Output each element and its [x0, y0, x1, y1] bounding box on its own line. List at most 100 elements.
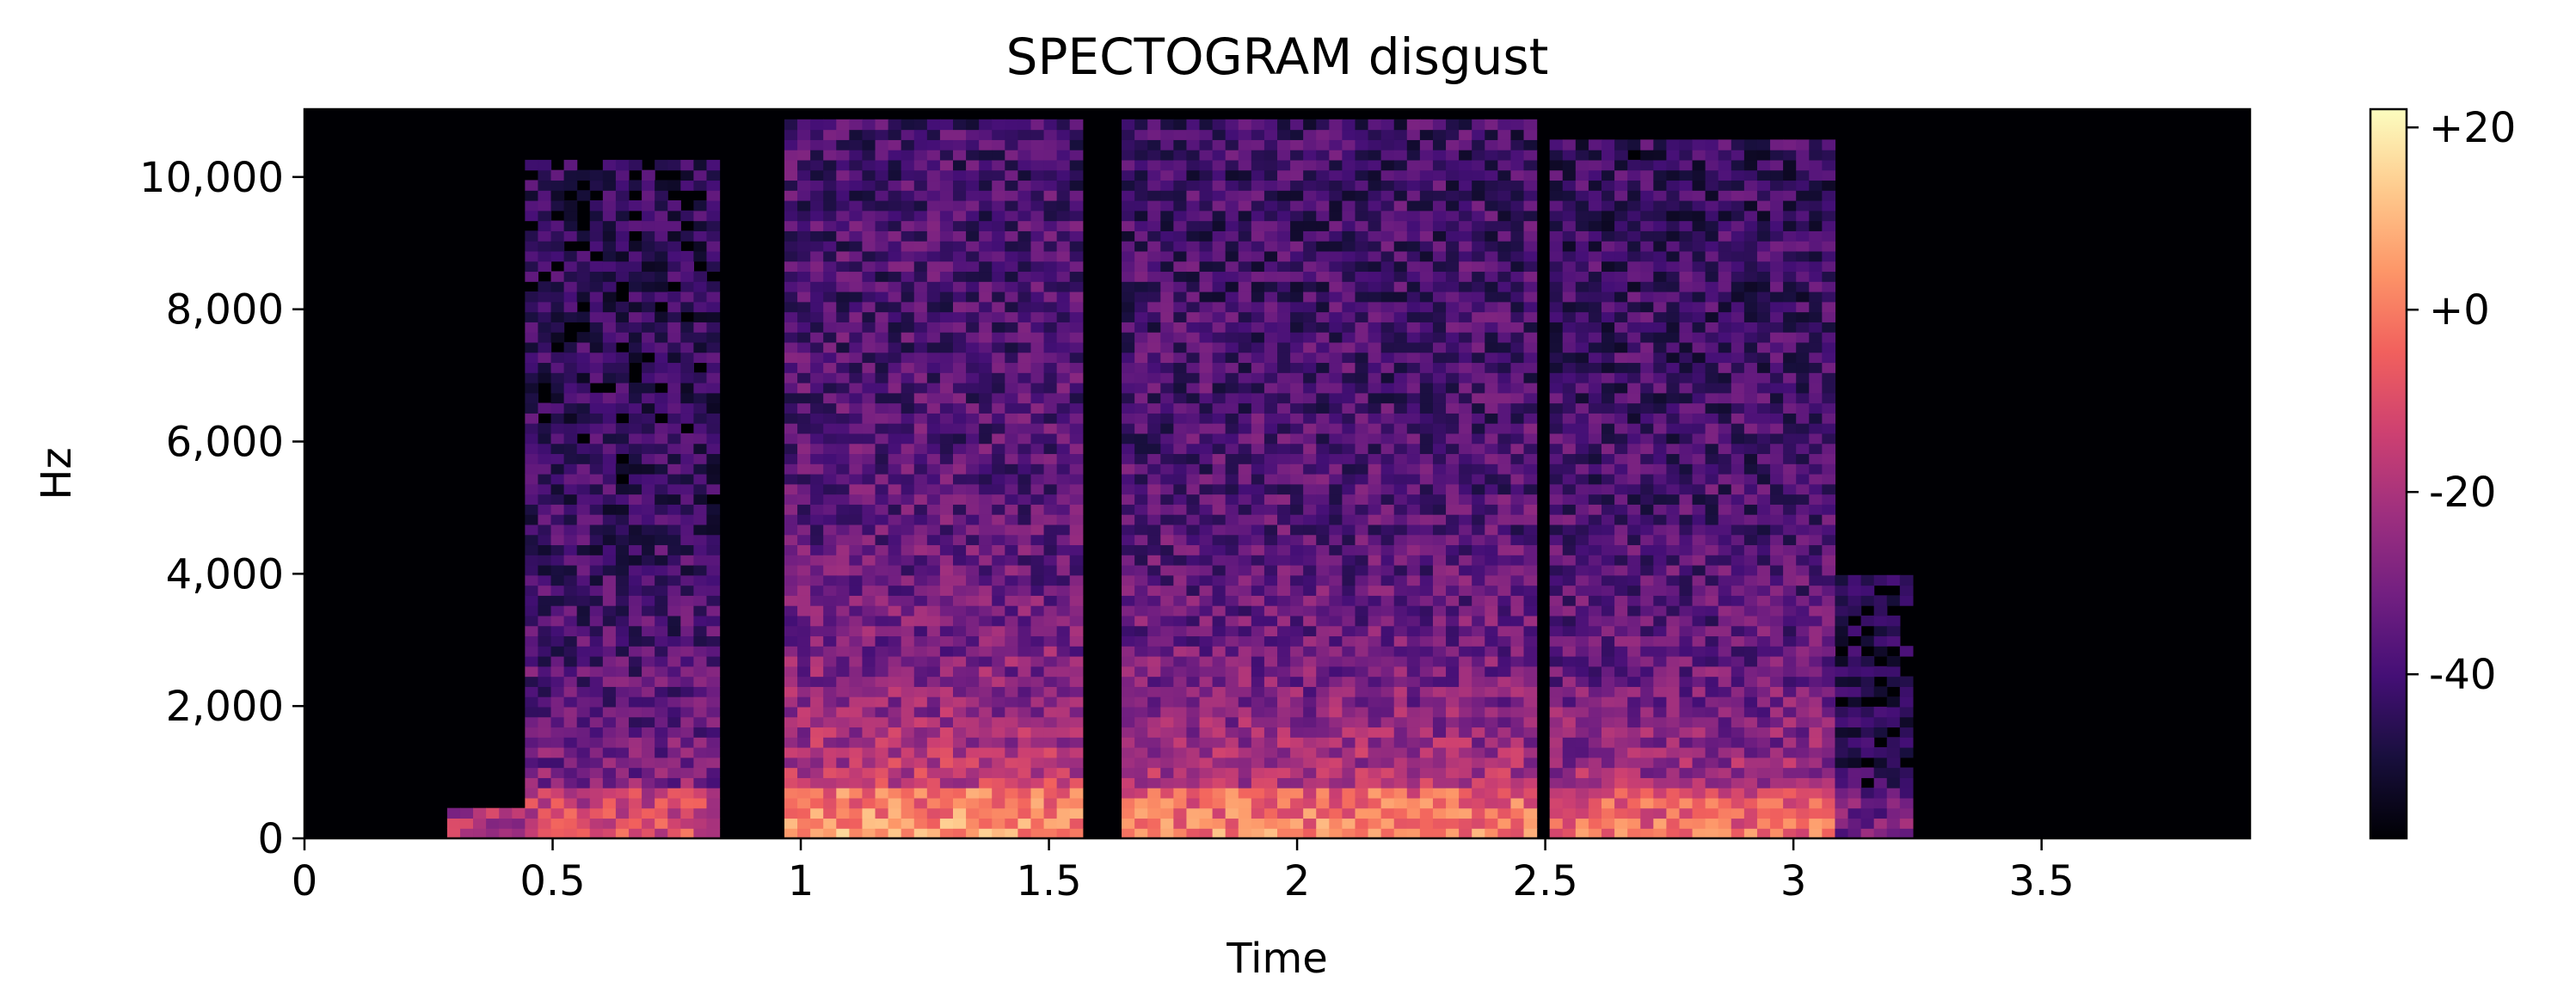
heatmap-cell	[1368, 474, 1382, 485]
heatmap-cell	[1380, 757, 1395, 769]
heatmap-cell	[1043, 737, 1058, 748]
heatmap-cell	[1160, 210, 1174, 222]
heatmap-cell	[1459, 311, 1472, 322]
heatmap-cell	[939, 565, 954, 576]
heatmap-cell	[875, 716, 889, 728]
heatmap-cell	[797, 453, 811, 464]
heatmap-cell	[1497, 585, 1512, 596]
heatmap-cell	[1523, 706, 1538, 718]
heatmap-cell	[1459, 210, 1472, 222]
heatmap-cell	[1251, 210, 1265, 222]
heatmap-cell	[913, 261, 928, 273]
heatmap-cell	[1005, 524, 1018, 536]
heatmap-cell	[538, 230, 552, 242]
heatmap-cell	[1549, 615, 1564, 627]
heatmap-cell	[953, 271, 967, 282]
heatmap-cell	[823, 696, 837, 708]
heatmap-cell	[1446, 605, 1460, 616]
heatmap-cell	[1549, 402, 1564, 414]
heatmap-cell	[563, 210, 578, 222]
heatmap-cell	[939, 392, 954, 404]
heatmap-cell	[1368, 413, 1382, 424]
heatmap-cell	[1355, 169, 1369, 181]
heatmap-cell	[1277, 828, 1291, 838]
heatmap-cell	[1446, 686, 1460, 697]
heatmap-cell	[525, 565, 539, 576]
heatmap-cell	[1355, 372, 1369, 383]
heatmap-cell	[1056, 463, 1071, 475]
heatmap-cell	[823, 828, 837, 838]
heatmap-cell	[525, 788, 539, 799]
heatmap-cell	[1238, 180, 1252, 191]
heatmap-cell	[1160, 291, 1174, 303]
heatmap-cell	[1419, 119, 1434, 131]
heatmap-cell	[1485, 828, 1498, 838]
heatmap-cell	[615, 656, 630, 667]
heatmap-cell	[563, 595, 578, 606]
heatmap-cell	[1030, 200, 1045, 212]
heatmap-cell	[1238, 453, 1252, 464]
heatmap-cell	[1459, 362, 1472, 373]
heatmap-cell	[797, 737, 811, 748]
heatmap-cell	[1303, 301, 1317, 313]
heatmap-cell	[823, 220, 837, 231]
heatmap-cell	[1368, 190, 1382, 201]
heatmap-cell	[913, 797, 928, 809]
heatmap-cell	[602, 200, 617, 212]
heatmap-cell	[602, 311, 617, 322]
heatmap-cell	[1069, 392, 1084, 404]
heatmap-cell	[1393, 797, 1408, 809]
heatmap-cell	[1497, 706, 1512, 718]
heatmap-cell	[615, 686, 630, 697]
heatmap-cell	[1238, 646, 1252, 657]
heatmap-cell	[667, 828, 681, 838]
heatmap-cell	[538, 291, 552, 303]
heatmap-cell	[1069, 402, 1084, 414]
heatmap-cell	[1277, 807, 1291, 819]
heatmap-cell	[953, 150, 967, 161]
heatmap-cell	[1380, 332, 1395, 343]
heatmap-cell	[797, 159, 811, 171]
heatmap-cell	[1147, 686, 1161, 697]
heatmap-cell	[875, 797, 889, 809]
heatmap-cell	[1368, 443, 1382, 455]
heatmap-cell	[667, 797, 681, 809]
heatmap-cell	[1329, 747, 1343, 758]
heatmap-cell	[1459, 139, 1472, 150]
heatmap-cell	[1263, 423, 1278, 434]
heatmap-cell	[939, 230, 954, 242]
heatmap-cell	[1316, 615, 1330, 627]
heatmap-cell	[1290, 159, 1304, 171]
heatmap-cell	[615, 443, 630, 455]
heatmap-cell	[693, 392, 708, 404]
heatmap-cell	[1043, 220, 1058, 231]
heatmap-cell	[1147, 635, 1161, 647]
heatmap-cell	[1406, 129, 1421, 140]
heatmap-cell	[1186, 706, 1201, 718]
heatmap-cell	[1277, 706, 1291, 718]
heatmap-cell	[655, 190, 668, 201]
heatmap-cell	[888, 322, 902, 333]
heatmap-cell	[888, 767, 902, 778]
heatmap-cell	[1160, 574, 1174, 586]
heatmap-cell	[1238, 230, 1252, 242]
heatmap-cell	[823, 159, 837, 171]
heatmap-cell	[913, 574, 928, 586]
heatmap-cell	[1199, 341, 1214, 353]
heatmap-cell	[810, 797, 824, 809]
heatmap-cell	[1017, 727, 1032, 738]
heatmap-cell	[1342, 767, 1356, 778]
heatmap-cell	[1251, 139, 1265, 150]
heatmap-cell	[966, 311, 980, 322]
heatmap-cell	[1043, 250, 1058, 262]
heatmap-cell	[810, 625, 824, 637]
heatmap-cell	[1238, 686, 1252, 697]
heatmap-cell	[862, 706, 876, 718]
heatmap-cell	[1510, 666, 1525, 678]
heatmap-cell	[823, 453, 837, 464]
heatmap-cell	[875, 727, 889, 738]
heatmap-cell	[1406, 788, 1421, 799]
heatmap-cell	[655, 432, 668, 445]
heatmap-cell	[1380, 605, 1395, 616]
heatmap-cell	[1523, 646, 1538, 657]
